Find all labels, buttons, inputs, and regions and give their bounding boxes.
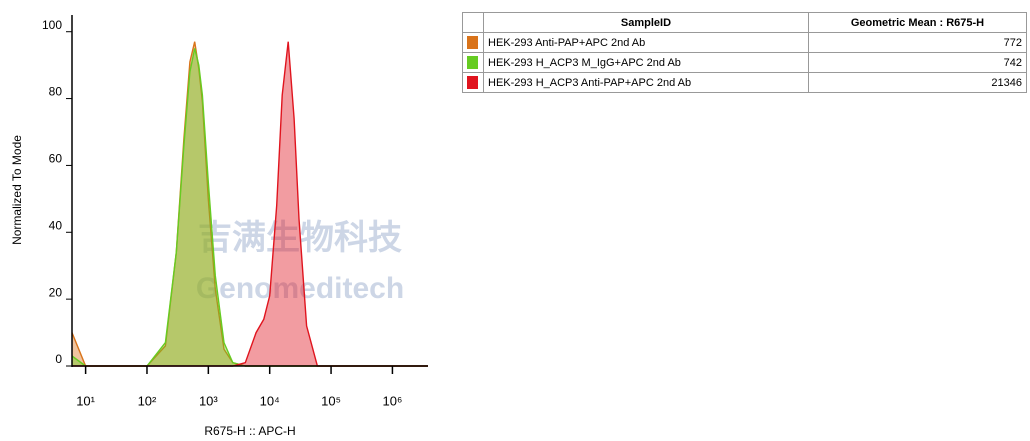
- area-fill: [72, 41, 428, 366]
- sample-id: HEK-293 H_ACP3 Anti-PAP+APC 2nd Ab: [483, 72, 809, 93]
- legend-table: SampleID Geometric Mean : R675-H HEK-293 …: [462, 12, 1027, 93]
- header-cell: Geometric Mean : R675-H: [808, 12, 1027, 33]
- y-axis-label: Normalized To Mode: [10, 135, 24, 245]
- table-header: SampleID Geometric Mean : R675-H: [462, 12, 1027, 33]
- geo-mean: 772: [808, 32, 1027, 53]
- swatch-cell: [462, 72, 484, 93]
- sample-id: HEK-293 Anti-PAP+APC 2nd Ab: [483, 32, 809, 53]
- table-body: HEK-293 Anti-PAP+APC 2nd Ab 772 HEK-293 H_…: [462, 32, 1027, 93]
- y-tick-label: 20: [49, 285, 63, 299]
- y-tick-label: 0: [55, 352, 62, 366]
- x-tick-label: 10¹: [76, 393, 95, 408]
- header-cell: [462, 12, 484, 33]
- y-tick-label: 40: [49, 218, 63, 232]
- area-fill: [72, 41, 428, 366]
- y-tick-label: 100: [42, 18, 62, 32]
- table-row: HEK-293 H_ACP3 M_IgG+APC 2nd Ab 742: [462, 52, 1027, 73]
- y-tick-label: 60: [49, 152, 63, 166]
- x-tick-label: 10⁴: [260, 393, 280, 408]
- geo-mean: 742: [808, 52, 1027, 73]
- line: [72, 41, 428, 367]
- table-row: HEK-293 H_ACP3 Anti-PAP+APC 2nd Ab 21346: [462, 72, 1027, 93]
- x-tick-label: 10⁶: [383, 393, 403, 408]
- header-cell: SampleID: [483, 12, 809, 33]
- x-tick-label: 10²: [138, 393, 157, 408]
- x-axis-label: R675-H :: APC-H: [204, 424, 295, 438]
- geo-mean: 21346: [808, 72, 1027, 93]
- table-row: HEK-293 Anti-PAP+APC 2nd Ab 772: [462, 32, 1027, 53]
- legend-swatch: [467, 56, 478, 69]
- swatch-cell: [462, 52, 484, 73]
- legend-swatch: [467, 36, 478, 49]
- series-group: [71, 41, 428, 367]
- line: [71, 41, 428, 367]
- area-fill: [72, 48, 428, 367]
- x-tick-label: 10⁵: [321, 393, 341, 408]
- line: [71, 48, 428, 367]
- watermark: Genomeditech: [196, 272, 404, 305]
- sample-id: HEK-293 H_ACP3 M_IgG+APC 2nd Ab: [483, 52, 809, 73]
- y-tick-label: 80: [49, 85, 63, 99]
- swatch-cell: [462, 32, 484, 53]
- legend-swatch: [467, 76, 478, 89]
- x-tick-label: 10³: [199, 393, 218, 408]
